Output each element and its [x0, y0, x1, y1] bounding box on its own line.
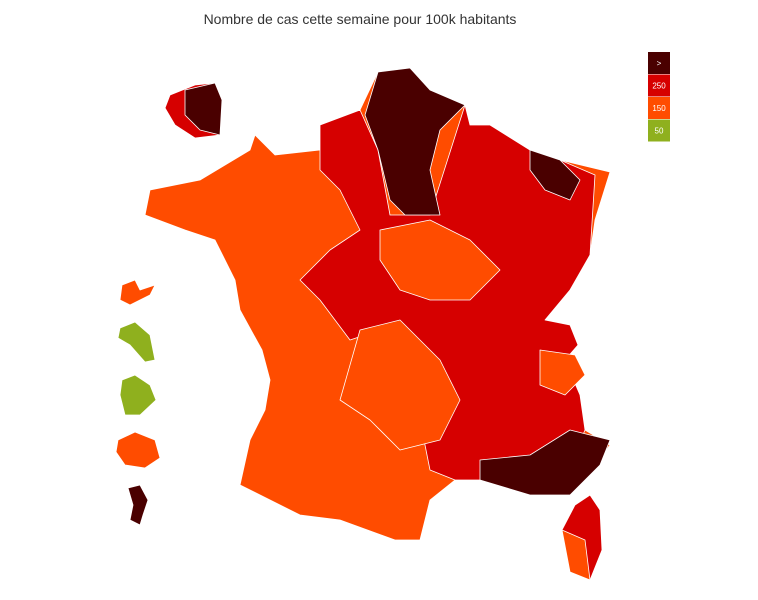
- chart-title: Nombre de cas cette semaine pour 100k ha…: [204, 11, 517, 27]
- legend-label: 250: [652, 82, 666, 91]
- martinique: [117, 321, 156, 363]
- legend-label: >: [657, 59, 662, 68]
- legend-label: 150: [652, 104, 666, 113]
- legend-swatch: [648, 97, 670, 119]
- region-orange-center: [379, 219, 501, 301]
- region-orange-mid: [339, 319, 461, 451]
- corsica-south: [561, 529, 591, 581]
- region-dark-southeast: [479, 429, 611, 496]
- guyane: [119, 374, 157, 416]
- region-dark-alsace: [529, 149, 581, 201]
- legend: >250 150 50: [648, 52, 670, 142]
- legend-swatch: [648, 74, 670, 97]
- guadeloupe: [119, 279, 156, 306]
- map: [115, 67, 611, 581]
- paris-inset-dark: [184, 82, 223, 136]
- legend-swatch: [648, 52, 670, 74]
- region-dark-north: [364, 67, 466, 216]
- region-orange-east: [539, 349, 586, 396]
- mayotte: [127, 484, 149, 526]
- legend-label: 50: [655, 127, 664, 136]
- reunion: [115, 431, 161, 469]
- legend-swatch: [648, 119, 670, 142]
